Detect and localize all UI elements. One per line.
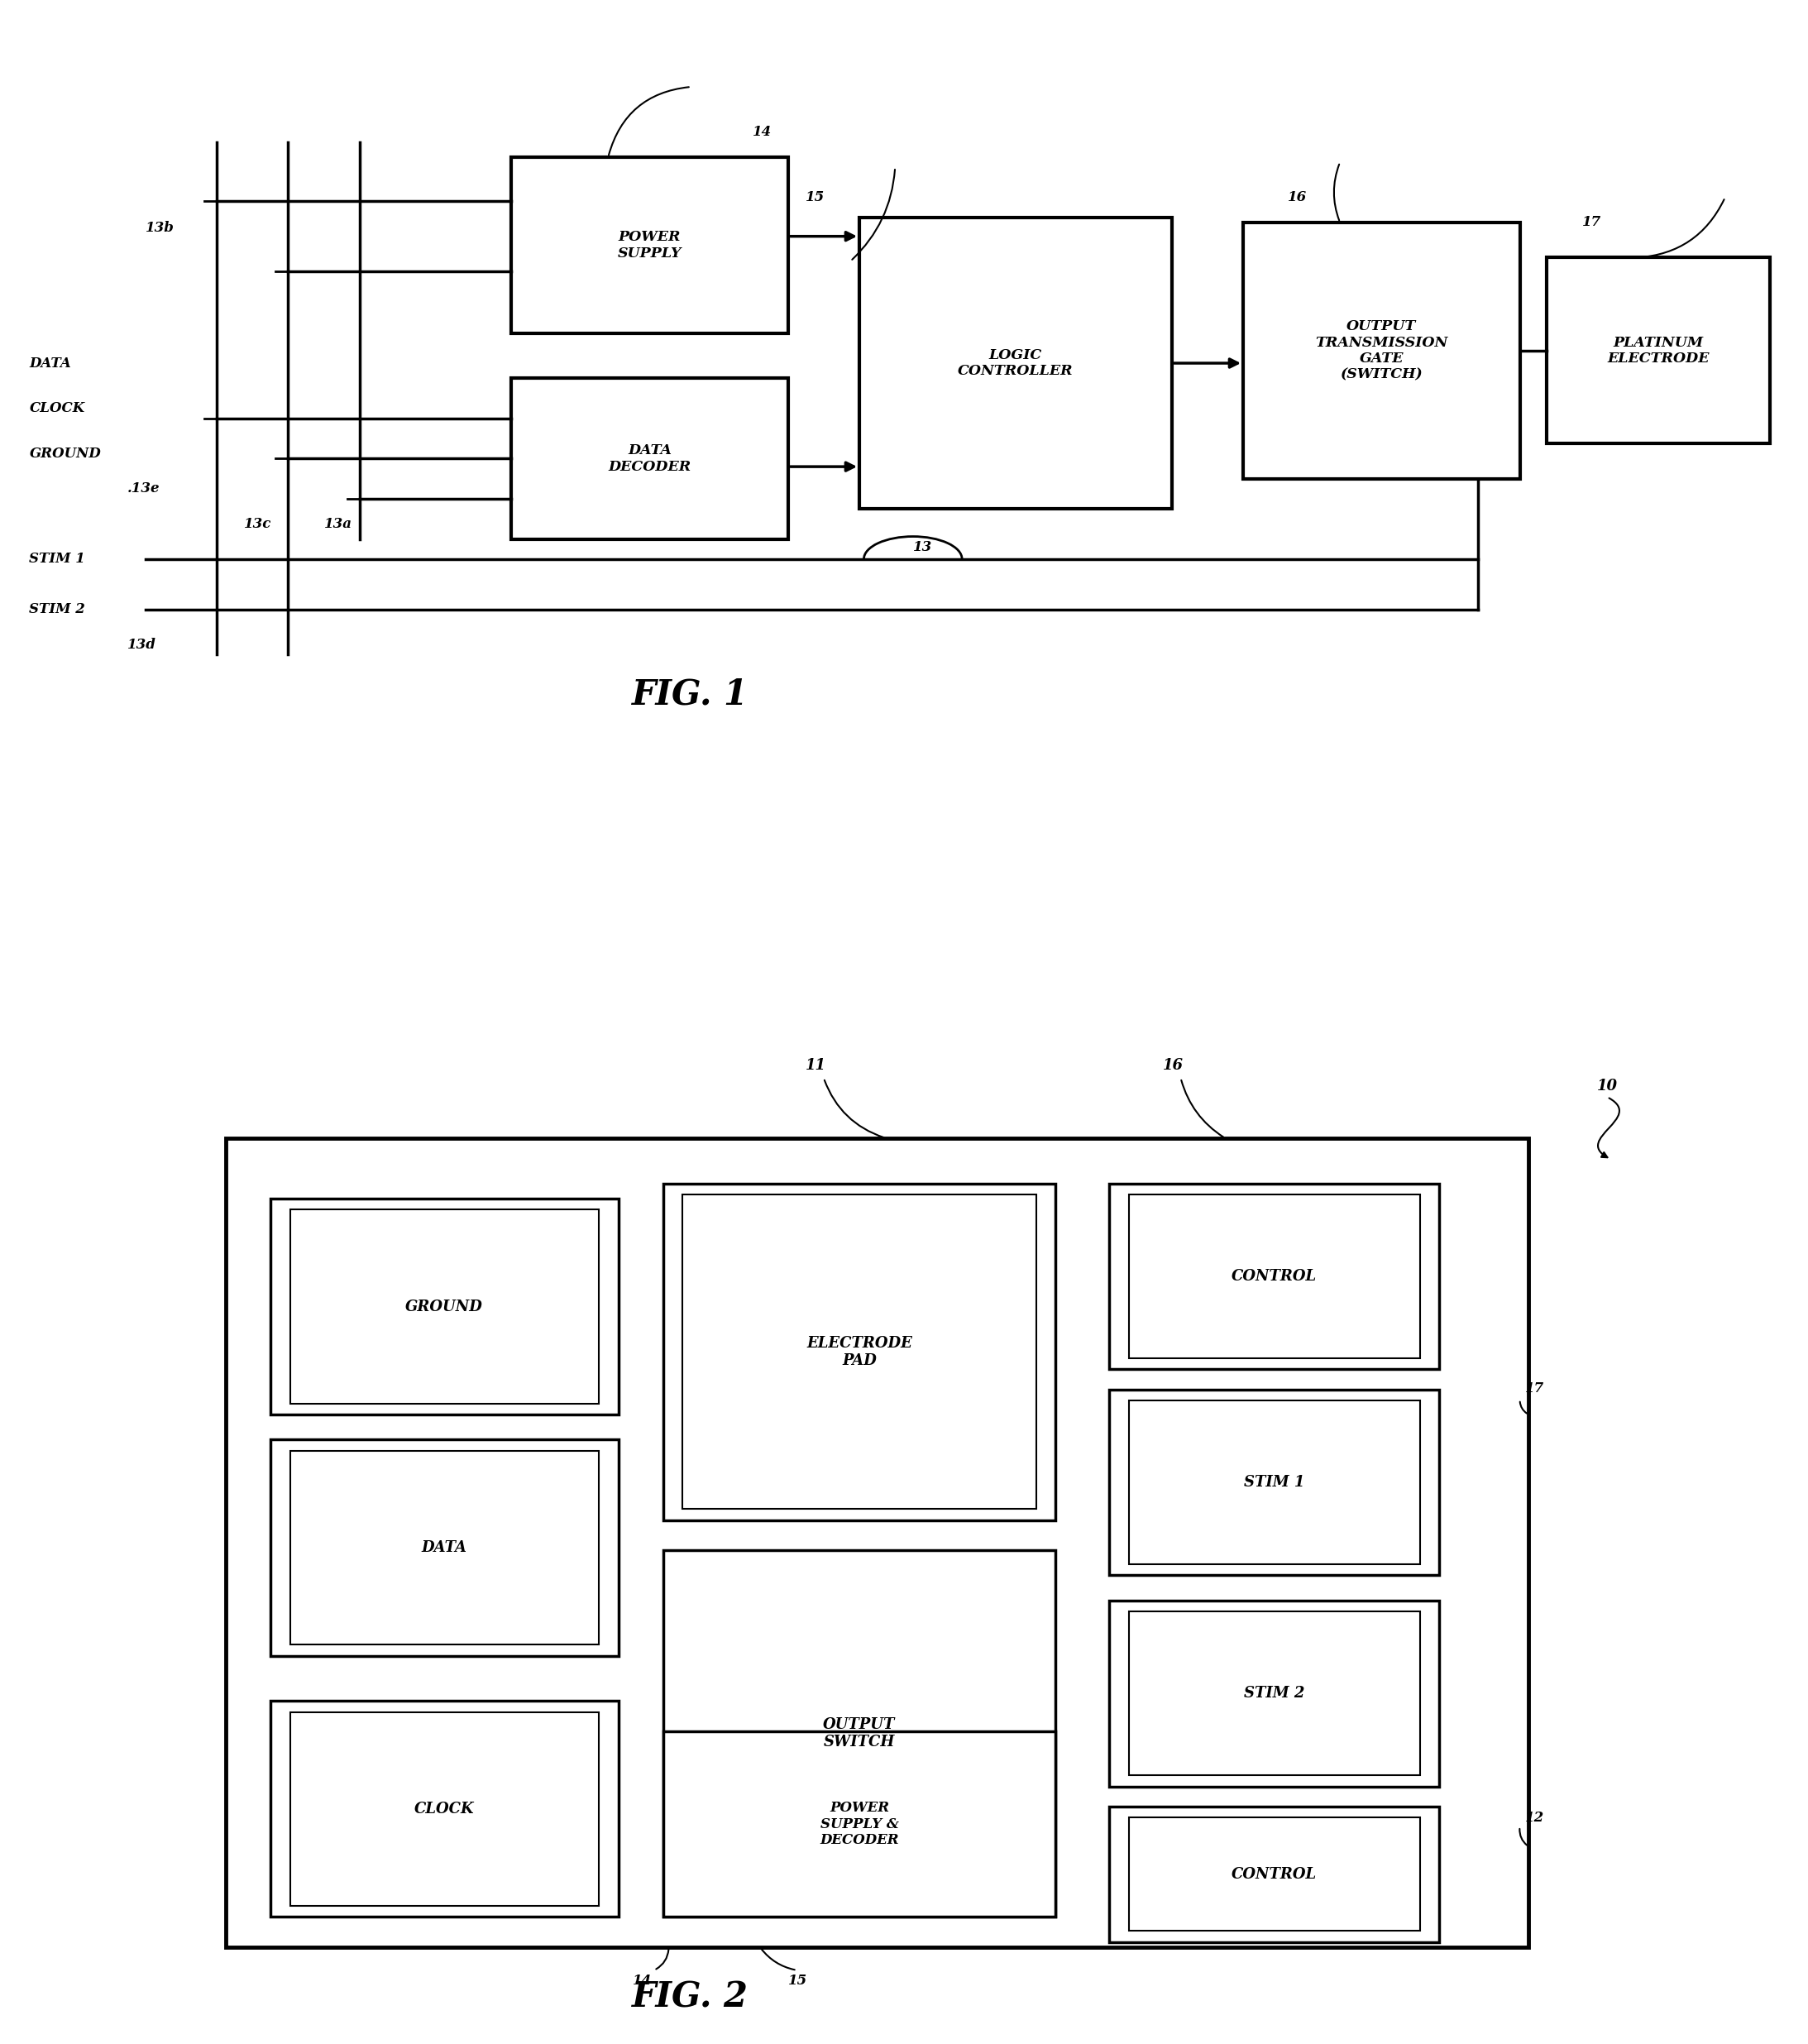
Text: PLATINUM
ELECTRODE: PLATINUM ELECTRODE <box>1607 335 1709 366</box>
Bar <box>1546 258 1770 444</box>
Text: STIM 1: STIM 1 <box>1244 1476 1305 1490</box>
Text: 13a: 13a <box>324 517 353 531</box>
Text: ELECTRODE
PAD: ELECTRODE PAD <box>806 1335 913 1367</box>
Bar <box>512 378 788 540</box>
Bar <box>664 1549 1056 1917</box>
Text: 16: 16 <box>1163 1059 1184 1073</box>
Bar <box>1128 1611 1419 1776</box>
Text: DATA: DATA <box>29 356 71 370</box>
Text: POWER
SUPPLY: POWER SUPPLY <box>618 231 682 260</box>
FancyArrowPatch shape <box>1598 1098 1620 1157</box>
Bar <box>289 1451 598 1645</box>
Bar <box>1110 1390 1439 1576</box>
Bar <box>1110 1600 1439 1786</box>
Text: STIM 1: STIM 1 <box>29 552 85 566</box>
Text: 14: 14 <box>633 1975 653 1987</box>
Bar <box>1128 1817 1419 1932</box>
Text: 15: 15 <box>806 190 824 204</box>
Text: STIM 2: STIM 2 <box>29 603 85 617</box>
Text: 13: 13 <box>913 540 933 554</box>
Text: GROUND: GROUND <box>29 446 101 460</box>
Text: GROUND: GROUND <box>405 1300 483 1314</box>
Bar <box>271 1439 618 1656</box>
Text: STIM 2: STIM 2 <box>1244 1686 1305 1701</box>
Text: 12: 12 <box>1526 1811 1544 1825</box>
Text: 17: 17 <box>1526 1382 1544 1396</box>
Bar <box>1244 223 1521 478</box>
Text: 14: 14 <box>752 125 772 139</box>
Text: 13b: 13b <box>145 221 174 235</box>
Text: POWER
SUPPLY &
DECODER: POWER SUPPLY & DECODER <box>819 1801 899 1848</box>
Text: OUTPUT
TRANSMISSION
GATE
(SWITCH): OUTPUT TRANSMISSION GATE (SWITCH) <box>1314 319 1448 382</box>
Bar <box>664 1731 1056 1917</box>
Bar <box>512 157 788 333</box>
Bar <box>683 1194 1036 1508</box>
Text: CLOCK: CLOCK <box>414 1801 474 1817</box>
Text: 16: 16 <box>1287 190 1307 204</box>
Text: 13d: 13d <box>128 638 155 652</box>
Bar <box>226 1139 1530 1948</box>
Text: 11: 11 <box>806 1059 826 1073</box>
Text: DATA
DECODER: DATA DECODER <box>607 444 691 474</box>
Text: OUTPUT
SWITCH: OUTPUT SWITCH <box>823 1717 895 1750</box>
Bar <box>271 1198 618 1414</box>
Text: CONTROL: CONTROL <box>1231 1269 1316 1284</box>
Text: 13c: 13c <box>244 517 271 531</box>
Bar <box>1110 1807 1439 1942</box>
Text: FIG. 1: FIG. 1 <box>631 677 749 711</box>
Text: .13e: .13e <box>128 482 161 497</box>
Bar <box>664 1183 1056 1521</box>
Text: 17: 17 <box>1582 215 1602 229</box>
Text: 15: 15 <box>788 1975 806 1987</box>
Text: FIG. 2: FIG. 2 <box>631 1981 749 2015</box>
Bar <box>1128 1194 1419 1359</box>
Bar <box>859 217 1172 509</box>
Bar <box>271 1701 618 1917</box>
Bar <box>289 1713 598 1905</box>
Text: CONTROL: CONTROL <box>1231 1866 1316 1883</box>
Text: CLOCK: CLOCK <box>29 401 85 415</box>
Text: LOGIC
CONTROLLER: LOGIC CONTROLLER <box>958 347 1074 378</box>
Text: 10: 10 <box>1596 1079 1618 1094</box>
Bar <box>1110 1183 1439 1369</box>
Text: DATA: DATA <box>421 1541 466 1555</box>
Bar <box>1128 1400 1419 1564</box>
Bar <box>289 1210 598 1404</box>
